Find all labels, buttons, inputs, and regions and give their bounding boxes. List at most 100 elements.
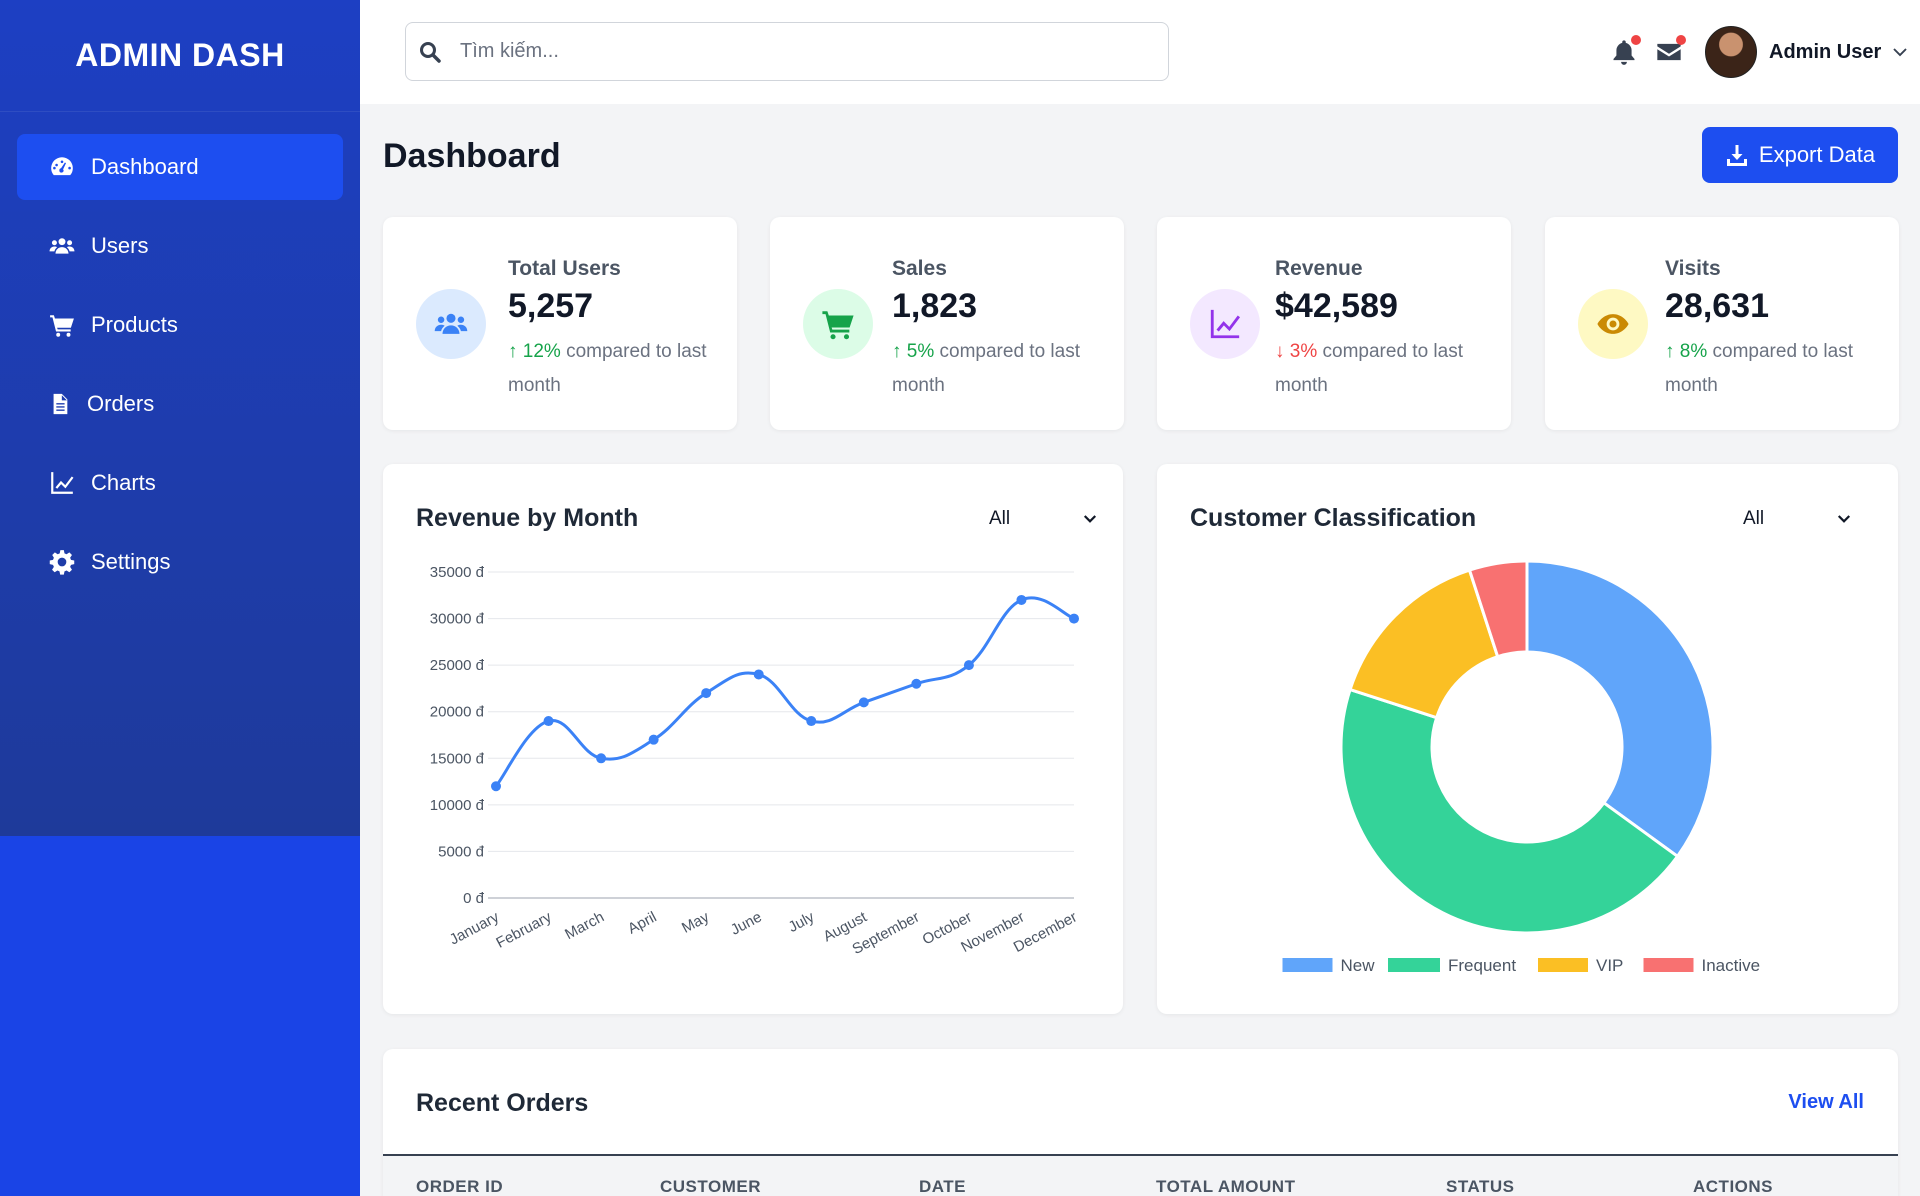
messages-button[interactable] — [1655, 35, 1686, 66]
view-all-link[interactable]: View All — [1788, 1091, 1864, 1113]
sidebar-panel: ADMIN DASH Dashboard Users Products Orde… — [0, 0, 360, 836]
download-icon — [1726, 145, 1747, 166]
sidebar-item-label: Dashboard — [91, 154, 199, 179]
chart-line-icon — [51, 472, 74, 494]
data-point — [543, 716, 554, 727]
revenue-filter-select[interactable]: All — [989, 508, 1099, 530]
orders-title: Recent Orders — [416, 1089, 589, 1117]
pie-slice — [1339, 687, 1680, 935]
cart-icon — [822, 311, 854, 340]
sidebar-item-charts[interactable]: Charts — [17, 450, 343, 516]
sidebar: ADMIN DASH Dashboard Users Products Orde… — [0, 0, 360, 1196]
sidebar-item-label: Charts — [91, 470, 156, 495]
stat-change-value: 12% — [522, 341, 561, 362]
stat-change-value: 8% — [1679, 341, 1708, 362]
x-tick-label: July — [786, 908, 818, 936]
stat-label: Total Users — [508, 257, 621, 280]
chevron-down-icon — [1837, 515, 1851, 523]
data-point — [701, 688, 712, 699]
revenue-chart-card: Revenue by Month All 35000 đ 30000 đ 25000… — [383, 464, 1123, 1014]
column-header-customer[interactable]: CUSTOMER — [660, 1177, 761, 1196]
x-tick-label: March — [562, 909, 607, 944]
data-point — [491, 781, 501, 792]
arrow-up-icon: ↑ — [508, 341, 518, 362]
chart-title: Customer Classification — [1190, 504, 1477, 532]
gauge-icon — [51, 157, 73, 176]
data-point — [596, 753, 607, 764]
sidebar-item-label: Orders — [87, 391, 155, 416]
pie-slice — [1467, 559, 1529, 659]
data-point — [858, 697, 869, 708]
export-data-button[interactable]: Export Data — [1702, 127, 1898, 183]
x-tick-label: January — [447, 908, 503, 948]
column-header-order-id[interactable]: ORDER ID — [416, 1177, 504, 1196]
stat-card-users: Total Users 5,257 ↑ 12% compared to last… — [383, 217, 737, 430]
stat-change-suffix: compared to last month — [892, 341, 1080, 396]
legend-swatch — [1643, 958, 1694, 972]
x-tick-label: June — [728, 909, 765, 939]
column-header-date[interactable]: DATE — [919, 1177, 967, 1196]
file-icon — [53, 393, 68, 415]
y-tick-label: 30000 đ — [430, 611, 485, 628]
chevron-down-icon — [1083, 515, 1097, 523]
x-tick-label: February — [493, 908, 554, 951]
stat-value: 1,823 — [892, 287, 978, 325]
pie-slice — [1525, 559, 1715, 859]
table-header — [383, 1156, 1898, 1196]
gear-icon — [49, 550, 75, 575]
page-title: Dashboard — [383, 137, 561, 175]
notifications-button[interactable] — [1610, 35, 1641, 66]
sidebar-item-label: Settings — [91, 549, 171, 574]
legend-swatch — [1388, 958, 1440, 972]
sidebar-item-label: Products — [91, 312, 178, 337]
user-menu[interactable]: Admin User — [1705, 26, 1909, 78]
sidebar-nav: Dashboard Users Products Orders Charts S… — [0, 112, 360, 630]
revenue-line-chart: 35000 đ 30000 đ 25000 đ 20000 đ 15000 đ 10000… — [430, 564, 1080, 958]
stat-icon-circle — [803, 289, 873, 359]
arrow-down-icon: ↓ — [1275, 341, 1285, 362]
filter-value: All — [1743, 508, 1765, 529]
x-tick-label: May — [679, 908, 712, 937]
stat-label: Visits — [1665, 257, 1721, 280]
stat-change: ↑ 8% compared to last month — [1665, 335, 1865, 403]
chart-line-icon — [1210, 309, 1241, 339]
data-point — [1069, 613, 1079, 624]
search-icon — [420, 41, 441, 63]
y-tick-label: 10000 đ — [430, 797, 485, 814]
stat-value: 28,631 — [1665, 287, 1769, 325]
data-point — [1016, 594, 1027, 605]
stat-card-sales: Sales 1,823 ↑ 5% compared to last month — [770, 217, 1124, 430]
chevron-down-icon — [1893, 48, 1907, 57]
arrow-up-icon: ↑ — [1665, 341, 1675, 362]
column-header-actions[interactable]: ACTIONS — [1693, 1177, 1773, 1196]
chart-title: Revenue by Month — [416, 504, 639, 532]
sidebar-item-products[interactable]: Products — [17, 292, 343, 358]
bell-icon — [1613, 40, 1635, 65]
sidebar-item-dashboard[interactable]: Dashboard — [17, 134, 343, 200]
top-header: Admin User — [360, 0, 1920, 104]
sidebar-item-orders[interactable]: Orders — [17, 371, 343, 437]
stat-change-suffix: compared to last month — [508, 341, 707, 396]
y-tick-label: 15000 đ — [430, 750, 485, 767]
stat-value: $42,589 — [1275, 287, 1398, 325]
stat-label: Revenue — [1275, 257, 1363, 280]
legend-swatch — [1282, 958, 1333, 972]
x-tick-label: April — [625, 909, 659, 938]
column-header-total-amount[interactable]: TOTAL AMOUNT — [1156, 1177, 1296, 1196]
customer-filter-select[interactable]: All — [1743, 508, 1853, 530]
search-box[interactable] — [405, 22, 1169, 81]
sidebar-item-users[interactable]: Users — [17, 213, 343, 279]
filter-value: All — [989, 508, 1011, 529]
eye-icon — [1597, 314, 1629, 334]
column-header-status[interactable]: STATUS — [1446, 1177, 1515, 1196]
avatar — [1705, 26, 1757, 78]
divider — [383, 1154, 1898, 1156]
sidebar-item-label: Users — [91, 233, 149, 258]
sidebar-item-settings[interactable]: Settings — [17, 529, 343, 595]
legend-label: Frequent — [1448, 956, 1516, 975]
stat-change-suffix: compared to last month — [1665, 341, 1853, 396]
export-label: Export Data — [1758, 142, 1876, 167]
stat-icon-circle — [1578, 289, 1648, 359]
search-input[interactable] — [460, 40, 1100, 63]
stat-icon-circle — [416, 289, 486, 359]
